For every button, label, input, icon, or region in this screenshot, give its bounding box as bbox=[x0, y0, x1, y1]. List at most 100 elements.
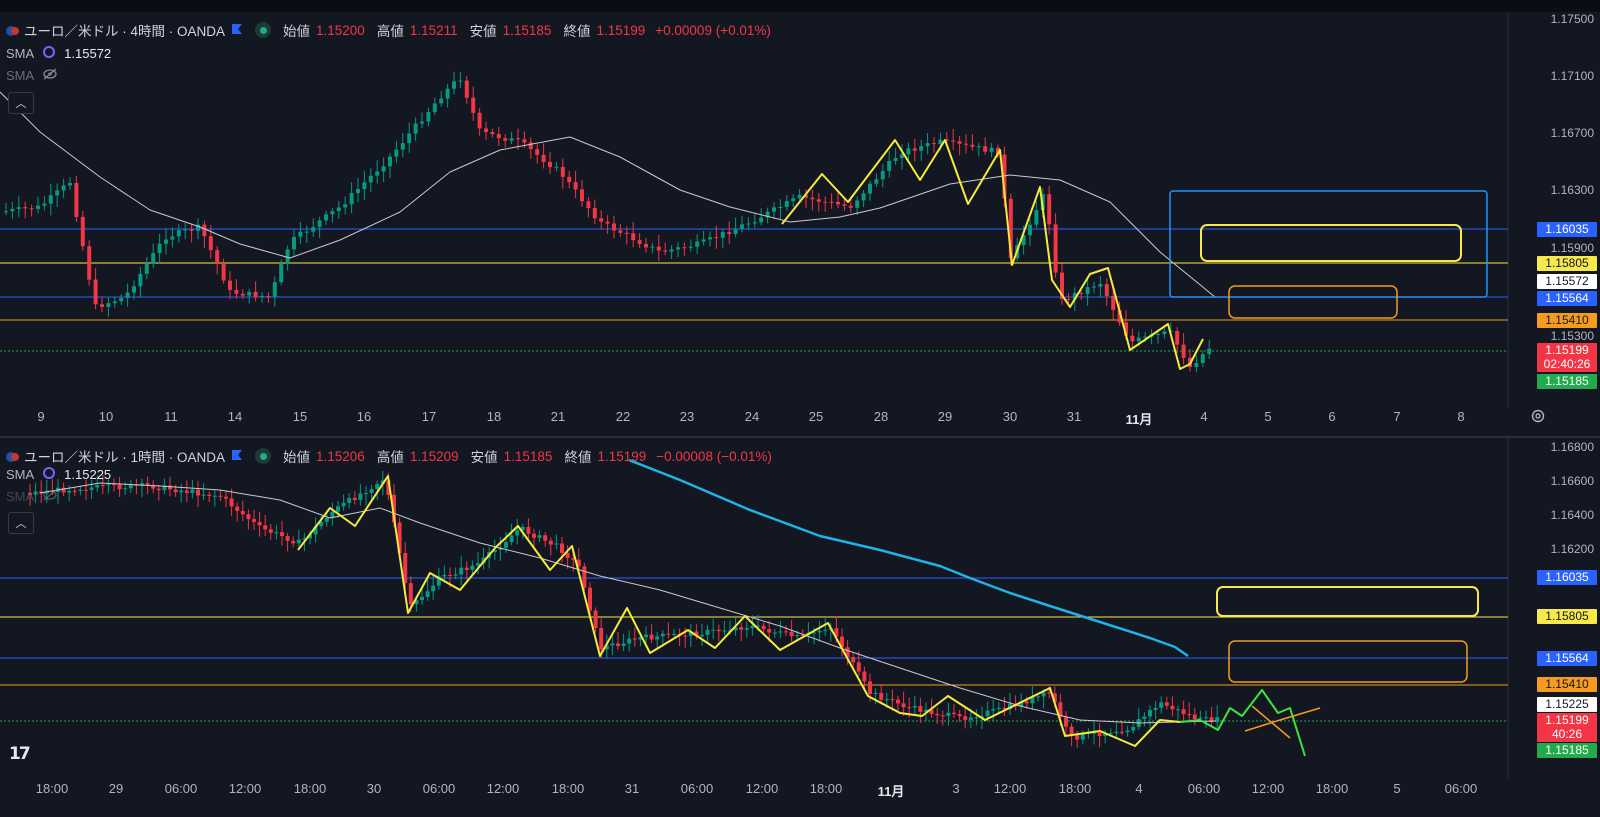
settings-gear-icon[interactable] bbox=[1530, 408, 1546, 424]
price-badge[interactable]: 1.15564 bbox=[1537, 651, 1597, 666]
price-badge[interactable]: 1.15199 bbox=[1537, 343, 1597, 358]
candle-body bbox=[1156, 334, 1160, 336]
candle-body bbox=[208, 236, 213, 251]
price-badge[interactable]: 40:26 bbox=[1537, 727, 1597, 742]
candle-body bbox=[55, 190, 60, 196]
pane-divider[interactable] bbox=[0, 436, 1600, 438]
price-badge[interactable]: 1.15410 bbox=[1537, 313, 1597, 328]
candle-body bbox=[784, 201, 789, 207]
sma-value: 1.15225 bbox=[64, 467, 112, 482]
candle-body bbox=[189, 229, 194, 231]
candle-body bbox=[618, 230, 623, 233]
candle-body bbox=[761, 625, 766, 630]
candle-body bbox=[964, 143, 968, 145]
chart-pane-4h[interactable]: ユーロ／米ドル · 4時間 · OANDA 始値 1.15200 高値 1.1521… bbox=[0, 12, 1600, 436]
candle-body bbox=[571, 558, 576, 560]
candle-body bbox=[89, 487, 94, 490]
price-badge[interactable]: 1.15225 bbox=[1537, 697, 1597, 712]
market-status-icon[interactable] bbox=[255, 22, 272, 38]
candle-body bbox=[464, 80, 469, 98]
candle-body bbox=[78, 489, 83, 492]
sma-indicator-1[interactable]: SMA 1.15225 bbox=[6, 466, 111, 483]
candle-body bbox=[74, 183, 79, 217]
price-badge[interactable]: 1.15410 bbox=[1537, 677, 1597, 692]
candlestick-chart-1h[interactable] bbox=[0, 438, 1600, 817]
candle-body bbox=[280, 532, 284, 537]
candle-body bbox=[330, 211, 335, 215]
candle-body bbox=[10, 208, 15, 212]
candle-body bbox=[940, 715, 945, 717]
candle-body bbox=[439, 98, 444, 104]
candle-body bbox=[855, 200, 860, 208]
time-axis-label: 06:00 bbox=[164, 781, 198, 796]
tradingview-logo-icon[interactable]: 17 bbox=[9, 744, 31, 764]
symbol-title[interactable]: ユーロ／米ドル · 1時間 · OANDA bbox=[24, 450, 226, 465]
candle-body bbox=[856, 662, 861, 672]
candle-body bbox=[655, 636, 660, 640]
candle-body bbox=[426, 111, 431, 122]
candle-body bbox=[627, 638, 632, 644]
candle-body bbox=[436, 576, 441, 586]
candle-body bbox=[308, 534, 312, 539]
eye-off-icon[interactable] bbox=[42, 489, 58, 504]
candle-body bbox=[336, 506, 340, 512]
market-status-icon[interactable] bbox=[255, 448, 272, 464]
candle-body bbox=[907, 707, 912, 709]
candle-body bbox=[170, 236, 175, 240]
collapse-legend-button[interactable]: ︿ bbox=[8, 512, 34, 534]
price-badge[interactable]: 02:40:26 bbox=[1537, 357, 1597, 372]
time-axis-label: 30 bbox=[366, 781, 382, 796]
candle-body bbox=[234, 289, 239, 294]
price-badge[interactable]: 1.15185 bbox=[1537, 374, 1597, 389]
open-label: 始値 bbox=[283, 24, 311, 39]
candle-body bbox=[413, 123, 418, 134]
candle-body bbox=[452, 81, 456, 89]
candle-body bbox=[33, 491, 38, 495]
time-axis-label: 23 bbox=[679, 409, 695, 424]
candle-body bbox=[341, 502, 346, 507]
candle-body bbox=[800, 634, 805, 636]
candle-body bbox=[1034, 210, 1039, 225]
collapse-legend-button[interactable]: ︿ bbox=[8, 92, 34, 114]
symbol-title[interactable]: ユーロ／米ドル · 4時間 · OANDA bbox=[24, 24, 226, 39]
time-axis-label: 06:00 bbox=[1444, 781, 1478, 796]
candle-body bbox=[772, 632, 777, 634]
price-badge[interactable]: 1.15805 bbox=[1537, 609, 1597, 624]
chart-pane-1h[interactable]: ユーロ／米ドル · 1時間 · OANDA 始値 1.15206 高値 1.1520… bbox=[0, 438, 1600, 817]
candle-body bbox=[1021, 235, 1026, 246]
price-badge[interactable]: 1.16035 bbox=[1537, 222, 1597, 237]
candle-body bbox=[106, 484, 111, 486]
sma-indicator-2[interactable]: SMA bbox=[6, 489, 58, 504]
price-badge[interactable]: 1.15564 bbox=[1537, 291, 1597, 306]
candle-body bbox=[400, 143, 405, 150]
price-badge[interactable]: 1.15572 bbox=[1537, 274, 1597, 289]
candle-body bbox=[48, 195, 53, 204]
candle-body bbox=[1192, 714, 1197, 719]
sma-indicator-2[interactable]: SMA bbox=[6, 68, 58, 83]
sma-settings-icon[interactable] bbox=[42, 466, 56, 483]
price-badge[interactable]: 1.15805 bbox=[1537, 256, 1597, 271]
sma-settings-icon[interactable] bbox=[42, 45, 56, 62]
price-axis-label: 1.15900 bbox=[1550, 241, 1594, 255]
price-badge[interactable]: 1.16035 bbox=[1537, 570, 1597, 585]
flag-marker-icon[interactable] bbox=[231, 449, 243, 464]
time-axis-label: 11月 bbox=[877, 784, 905, 799]
candlestick-chart-4h[interactable] bbox=[0, 12, 1600, 436]
candle-body bbox=[580, 189, 584, 202]
candle-body bbox=[343, 204, 348, 208]
candle-body bbox=[302, 538, 307, 540]
sma-indicator-1[interactable]: SMA 1.15572 bbox=[6, 45, 111, 62]
candle-body bbox=[727, 231, 732, 235]
candle-body bbox=[84, 489, 88, 491]
flag-marker-icon[interactable] bbox=[231, 23, 243, 38]
candle-body bbox=[554, 166, 559, 168]
candle-body bbox=[1153, 707, 1158, 710]
price-badge[interactable]: 1.15199 bbox=[1537, 713, 1597, 728]
candle-body bbox=[912, 148, 917, 151]
price-badge[interactable]: 1.15185 bbox=[1537, 743, 1597, 758]
candle-body bbox=[173, 489, 178, 493]
candle-body bbox=[861, 193, 866, 201]
candle-body bbox=[700, 634, 704, 637]
eye-off-icon[interactable] bbox=[42, 68, 58, 83]
candle-body bbox=[375, 171, 380, 176]
